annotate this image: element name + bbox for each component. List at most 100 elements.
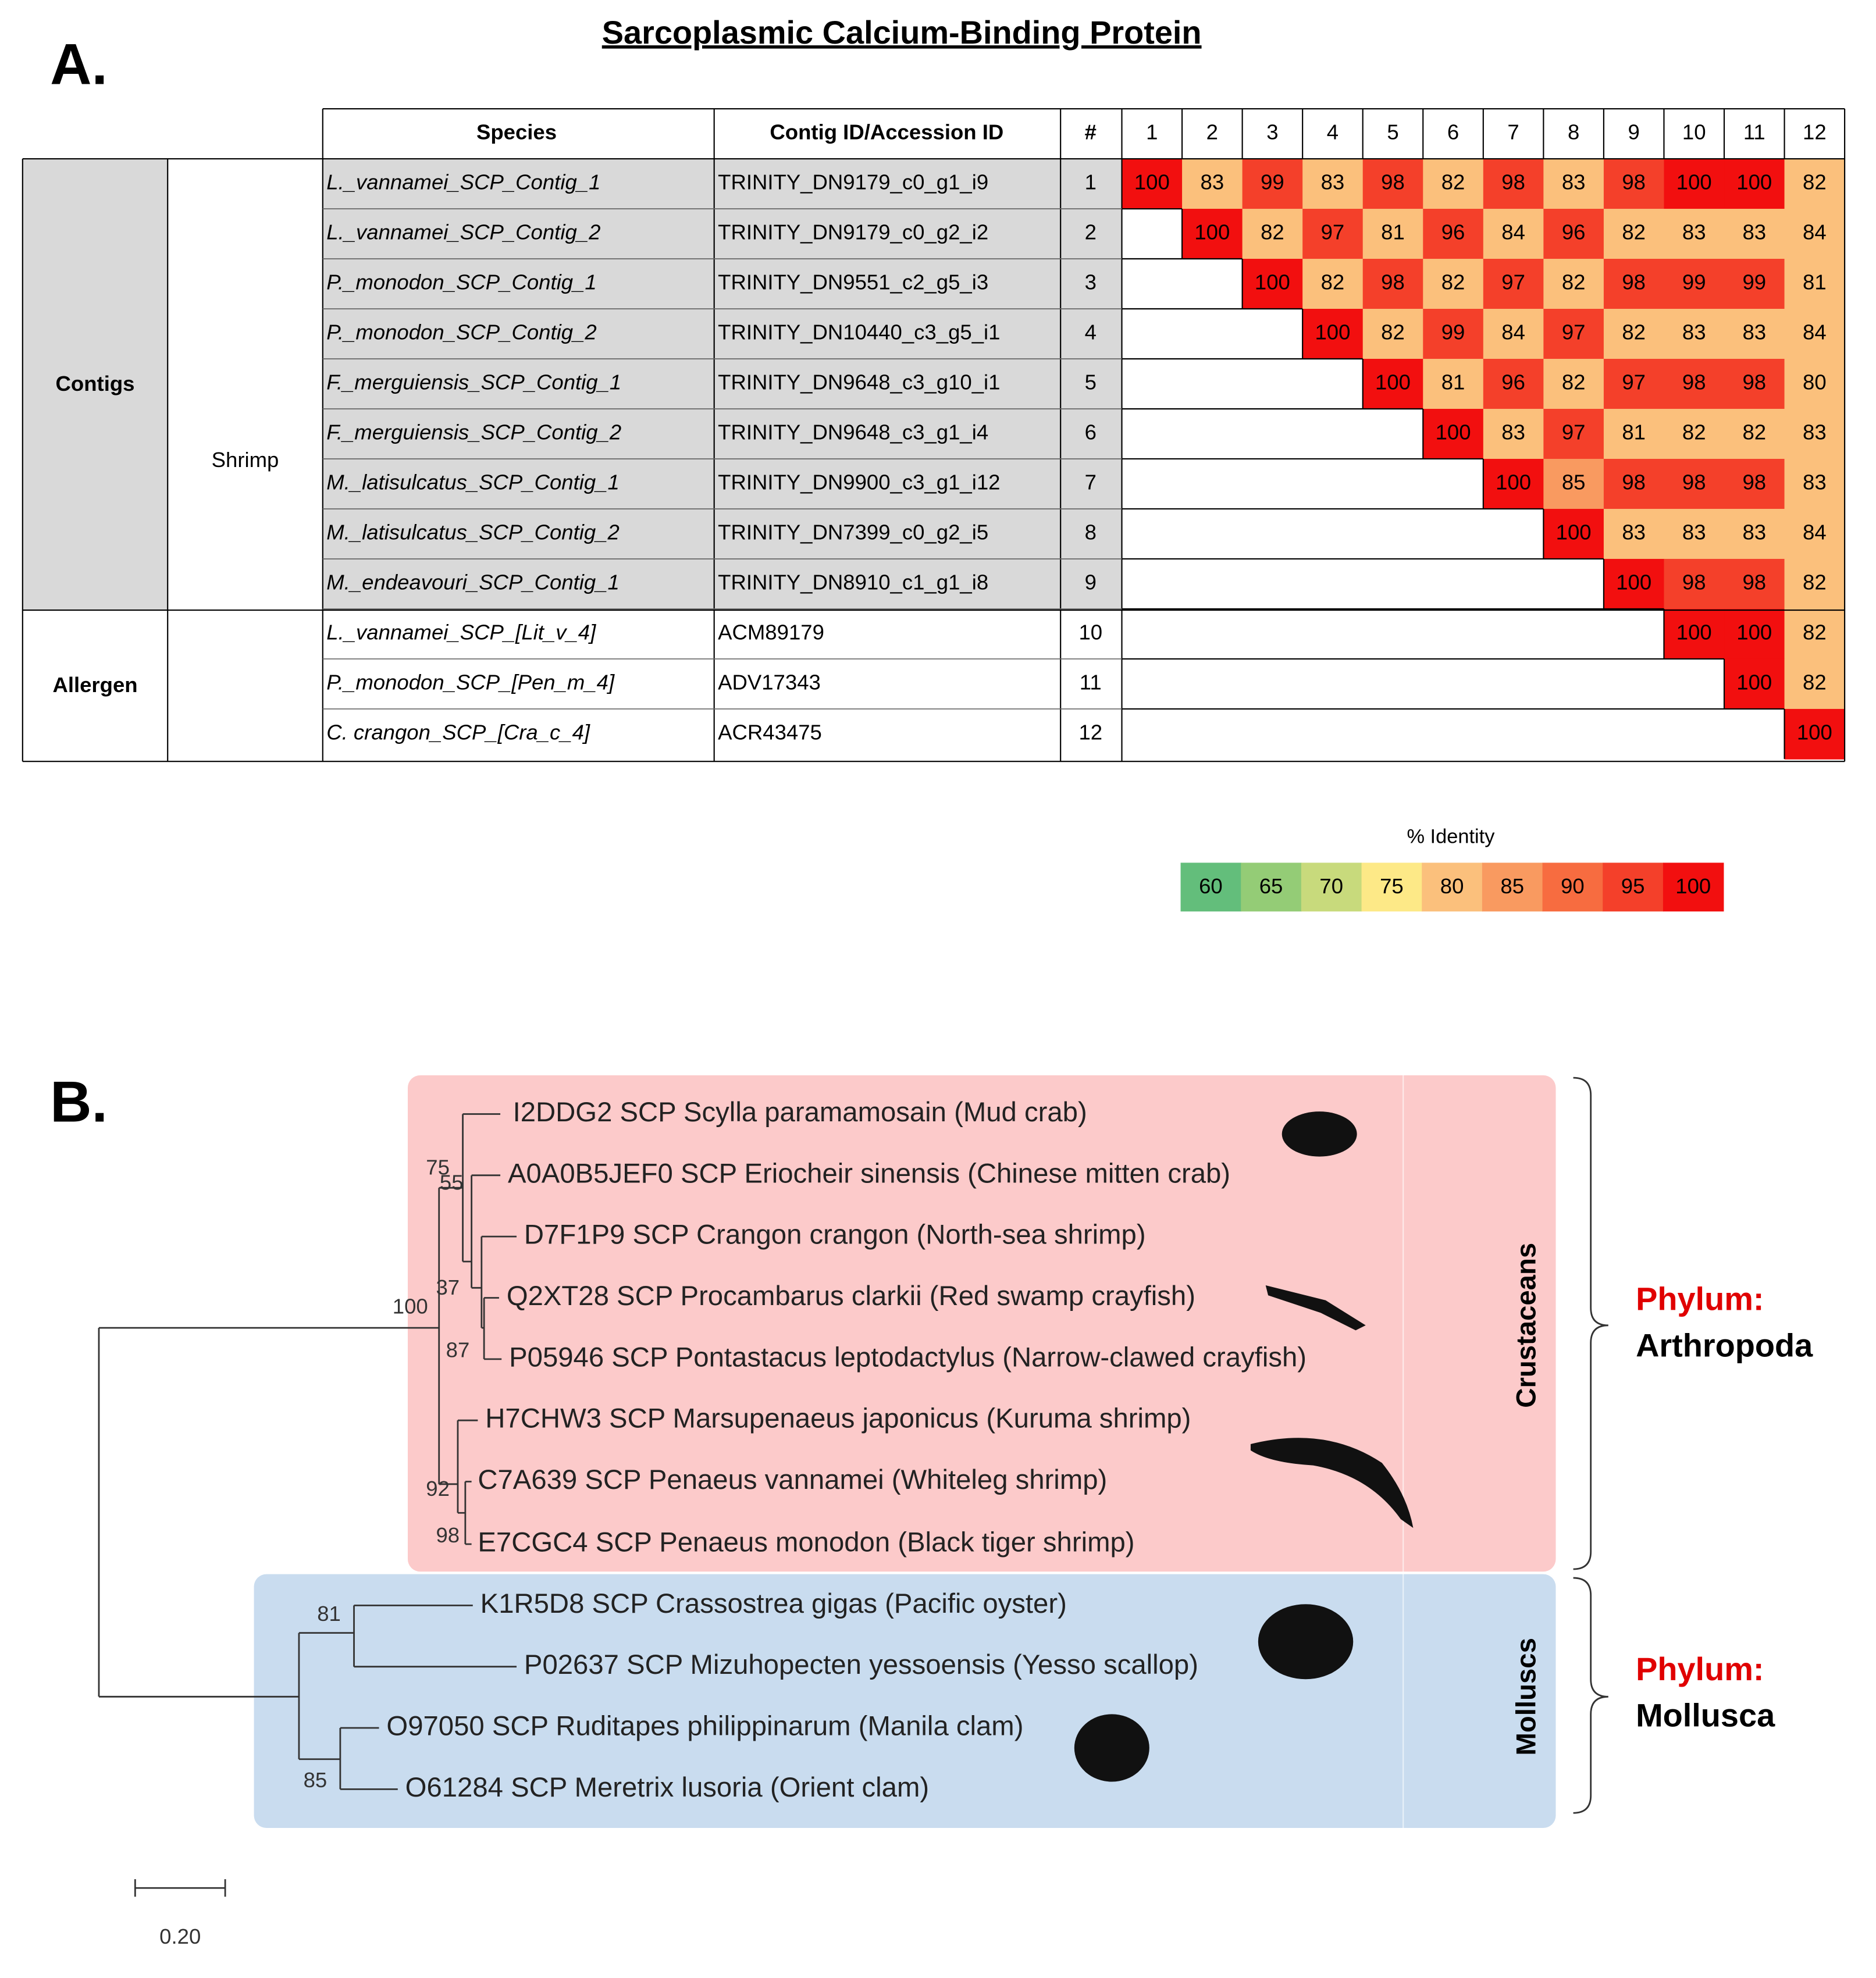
identity-cell (1664, 408, 1725, 459)
legend-label: 65 (1259, 874, 1283, 898)
clade-label: Molluscs (1511, 1638, 1542, 1755)
identity-value: 81 (1381, 220, 1405, 244)
identity-cell (1603, 408, 1665, 459)
identity-value: 83 (1622, 521, 1646, 544)
identity-value: 100 (1194, 220, 1230, 244)
table-lines (22, 108, 1846, 762)
row-number: 8 (1085, 521, 1097, 544)
identity-cell (1242, 259, 1304, 309)
identity-value: 98 (1742, 370, 1766, 394)
identity-value: 83 (1321, 170, 1345, 194)
species: M._latisulcatus_SCP_Contig_2 (326, 521, 620, 544)
identity-cell (1362, 259, 1424, 309)
column-header: 7 (1507, 120, 1519, 144)
leaf-label: E7CGC4 SCP Penaeus monodon (Black tiger … (478, 1527, 1134, 1558)
leaf-label: O97050 SCP Ruditapes philippinarum (Mani… (386, 1711, 1023, 1742)
identity-value: 85 (1562, 471, 1586, 494)
column-header: 1 (1146, 120, 1158, 144)
identity-cell (1603, 209, 1665, 259)
identity-cell (1483, 309, 1544, 359)
legend-swatch (1542, 863, 1604, 912)
accession: TRINITY_DN9900_c3_g1_i12 (718, 471, 1000, 494)
identity-value: 99 (1441, 320, 1465, 344)
identity-value: 84 (1501, 320, 1525, 344)
clade-label: Crustaceans (1511, 1243, 1542, 1408)
identity-cell (1784, 209, 1845, 259)
row-number: 6 (1085, 420, 1097, 444)
species: L._vannamei_SCP_Contig_2 (326, 220, 600, 244)
identity-value: 83 (1562, 170, 1586, 194)
row-number: 7 (1085, 471, 1097, 494)
identity-cell (1242, 209, 1304, 259)
identity-cell (1483, 259, 1544, 309)
identity-value: 97 (1622, 370, 1646, 394)
column-header: 6 (1447, 120, 1459, 144)
identity-cell (1664, 458, 1725, 509)
identity-value: 82 (1562, 370, 1586, 394)
identity-cell (1122, 159, 1183, 209)
legend-swatch (1180, 863, 1242, 912)
identity-cell (1362, 159, 1424, 209)
identity-cell (1302, 209, 1364, 259)
identity-value: 98 (1622, 471, 1646, 494)
identity-cell (1784, 358, 1845, 409)
header: # (1085, 120, 1097, 144)
identity-value: 83 (1501, 420, 1525, 444)
leaf-label: I2DDG2 SCP Scylla paramamosain (Mud crab… (513, 1097, 1087, 1128)
row-number: 10 (1078, 621, 1102, 644)
identity-value: 82 (1803, 170, 1827, 194)
row-number: 1 (1085, 170, 1097, 194)
bootstrap: 100 (393, 1294, 428, 1318)
identity-cell (1784, 458, 1845, 509)
identity-value: 100 (1315, 320, 1350, 344)
accession: TRINITY_DN8910_c1_g1_i8 (718, 571, 988, 594)
identity-cell (1724, 658, 1785, 710)
identity-value: 82 (1441, 170, 1465, 194)
identity-cell (1543, 209, 1604, 259)
legend-swatch (1482, 863, 1543, 912)
column-header: 3 (1266, 120, 1278, 144)
column-header: 10 (1682, 120, 1706, 144)
phylum-prefix: Phylum: (1636, 1651, 1764, 1687)
legend-swatch (1361, 863, 1423, 912)
identity-value: 99 (1682, 270, 1706, 294)
subgroup-label: Shrimp (212, 448, 279, 472)
identity-cell (1724, 458, 1785, 509)
identity-cell (1603, 458, 1665, 509)
identity-value: 98 (1742, 571, 1766, 594)
braces (1573, 1077, 1608, 1814)
identity-cell (1543, 159, 1604, 209)
column-header: 11 (1743, 120, 1765, 144)
legend-swatch (1241, 863, 1302, 912)
species: P._monodon_SCP_[Pen_m_4] (326, 671, 615, 694)
legend-label: 75 (1380, 874, 1404, 898)
identity-cell (1784, 309, 1845, 359)
identity-value: 97 (1562, 420, 1586, 444)
identity-value: 98 (1381, 170, 1405, 194)
identity-cell (1302, 159, 1364, 209)
identity-cell (1784, 608, 1845, 660)
identity-value: 100 (1134, 170, 1170, 194)
identity-cell (1664, 209, 1725, 259)
identity-cell (1664, 358, 1725, 409)
identity-cell (1664, 558, 1725, 610)
identity-cell (1483, 458, 1544, 509)
accession: ACM89179 (718, 621, 824, 644)
identity-value: 82 (1441, 270, 1465, 294)
identity-cell (1603, 558, 1665, 610)
identity-cell (1664, 159, 1725, 209)
identity-value: 83 (1742, 220, 1766, 244)
species: F._merguiensis_SCP_Contig_1 (326, 370, 621, 394)
accession: TRINITY_DN7399_c0_g2_i5 (718, 521, 988, 544)
row-number: 3 (1085, 270, 1097, 294)
legend-title: % Identity (1407, 825, 1495, 847)
column-header: 5 (1387, 120, 1398, 144)
identity-value: 81 (1803, 270, 1827, 294)
identity-value: 82 (1622, 220, 1646, 244)
identity-cell (1483, 209, 1544, 259)
accession: TRINITY_DN9179_c0_g1_i9 (718, 170, 988, 194)
identity-value: 98 (1381, 270, 1405, 294)
identity-value: 100 (1676, 621, 1712, 644)
identity-cell (1784, 259, 1845, 309)
species: P._monodon_SCP_Contig_1 (326, 270, 596, 294)
